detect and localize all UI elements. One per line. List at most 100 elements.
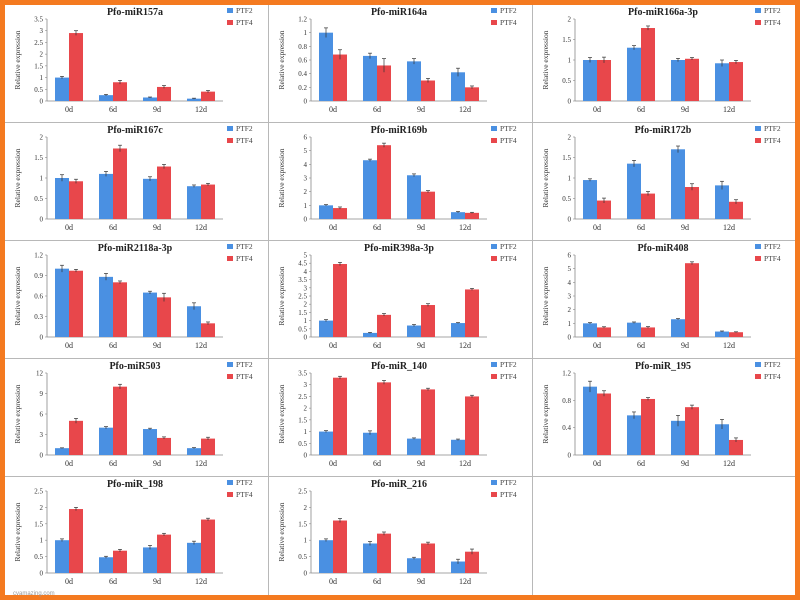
legend-label-ptf4: PTF4: [236, 372, 253, 381]
legend-label-ptf4: PTF4: [764, 18, 781, 27]
y-tick-label: 2: [304, 405, 308, 413]
x-tick-label: 0d: [593, 341, 601, 350]
legend-swatch-ptf4: [227, 492, 233, 497]
bar-ptf2-12d: [715, 424, 729, 455]
x-tick-label: 9d: [153, 577, 161, 586]
y-tick-label: 4.5: [298, 260, 307, 268]
chart-panel: Pfo-miR172b Relative expression 0 0.5 1 1.5 2 0…: [533, 123, 795, 241]
chart-svg: Pfo-miR_198 Relative expression 0 0.5 1 1.5 2 2…: [13, 478, 253, 586]
chart-svg: Pfo-miR166a-3p Relative expression 0 0.5 1 1.…: [541, 6, 781, 114]
y-tick-label: 1: [304, 202, 308, 210]
x-tick-label: 9d: [681, 105, 689, 114]
chart-svg: Pfo-miR398a-3p Relative expression 00.511.…: [277, 242, 517, 350]
chart-title: Pfo-miR169b: [371, 125, 428, 136]
chart-title: Pfo-miR408: [637, 243, 688, 254]
x-tick-label: 9d: [417, 341, 425, 350]
y-tick-label: 1.2: [298, 16, 307, 24]
chart-title: Pfo-miR_198: [107, 479, 163, 490]
x-tick-label: 6d: [109, 341, 117, 350]
bar-ptf2-0d: [583, 180, 597, 219]
chart-svg: Pfo-miR503 Relative expression 0 3 6 9 12 0d 6d 9…: [13, 360, 253, 468]
legend-label-ptf2: PTF2: [764, 360, 781, 369]
bar-ptf2-12d: [451, 212, 465, 219]
x-tick-label: 9d: [417, 105, 425, 114]
chart-svg: Pfo-miR_216 Relative expression 0 0.5 1 1.5 2 2…: [277, 478, 517, 586]
y-tick-label: 2: [568, 16, 572, 24]
x-tick-label: 0d: [329, 223, 337, 232]
bar-ptf2-9d: [407, 175, 421, 219]
legend-label-ptf2: PTF2: [236, 478, 253, 487]
y-tick-label: 3: [568, 293, 572, 301]
x-tick-label: 0d: [65, 459, 73, 468]
bar-ptf2-0d: [319, 540, 333, 573]
y-tick-label: 1: [40, 74, 44, 82]
y-axis-label: Relative expression: [541, 30, 550, 89]
bar-ptf2-12d: [187, 542, 201, 573]
legend-label-ptf2: PTF2: [500, 6, 517, 15]
bar-ptf4-0d: [69, 33, 83, 101]
bar-ptf4-9d: [157, 437, 171, 455]
x-tick-label: 0d: [65, 341, 73, 350]
legend-label-ptf4: PTF4: [500, 18, 517, 27]
bar-ptf2-6d: [627, 415, 641, 455]
y-tick-label: 0.5: [298, 325, 307, 333]
chart-panel: Pfo-miR503 Relative expression 0 3 6 9 12 0d 6d 9…: [5, 359, 267, 477]
bar-ptf2-6d: [627, 163, 641, 219]
x-tick-label: 6d: [637, 341, 645, 350]
y-axis-label: Relative expression: [13, 266, 22, 325]
y-tick-label: 5: [568, 265, 572, 273]
bar-ptf2-6d: [99, 95, 113, 101]
bar-ptf2-9d: [407, 325, 421, 337]
y-tick-label: 2: [568, 134, 572, 142]
x-tick-label: 0d: [593, 223, 601, 232]
chart-title: Pfo-miR_216: [371, 479, 427, 490]
bar-ptf4-0d: [69, 420, 83, 455]
legend-label-ptf4: PTF4: [236, 136, 253, 145]
bar-ptf4-0d: [597, 200, 611, 219]
y-tick-label: 0.3: [34, 313, 43, 321]
chart-title: Pfo-miR2118a-3p: [98, 243, 173, 254]
bar-ptf2-0d: [55, 178, 69, 219]
y-tick-label: 12: [36, 370, 44, 378]
chart-svg: Pfo-miR157a Relative expression 0 0.5 1 1.5 2 2…: [13, 6, 253, 114]
bar-ptf4-9d: [685, 263, 699, 337]
x-tick-label: 9d: [417, 223, 425, 232]
x-tick-label: 0d: [329, 577, 337, 586]
bar-ptf4-12d: [201, 323, 215, 337]
y-axis-label: Relative expression: [277, 148, 286, 207]
chart-panel: Pfo-miR169b Relative expression 0 1 2 3 4 5 6 0d 6…: [269, 123, 531, 241]
y-tick-label: 3: [304, 381, 308, 389]
bar-ptf2-12d: [187, 186, 201, 219]
x-tick-label: 9d: [153, 105, 161, 114]
x-tick-label: 9d: [681, 223, 689, 232]
x-tick-label: 6d: [373, 341, 381, 350]
x-tick-label: 0d: [329, 105, 337, 114]
chart-panel: Pfo-miR157a Relative expression 0 0.5 1 1.5 2 2…: [5, 5, 267, 123]
chart-title: Pfo-miR167c: [107, 125, 163, 136]
bar-ptf2-12d: [187, 98, 201, 101]
chart-panel: Pfo-miR408 Relative expression 0 1 2 3 4 5 6 0d 6d…: [533, 241, 795, 359]
y-tick-label: 0.9: [34, 272, 43, 280]
y-tick-label: 3: [40, 431, 44, 439]
x-tick-label: 12d: [459, 577, 471, 586]
chart-panel: Pfo-miR164a Relative expression 0 0.2 0.4 0.6…: [269, 5, 531, 123]
chart-title: Pfo-miR166a-3p: [628, 7, 698, 18]
y-tick-label: 3: [40, 27, 44, 35]
chart-panel: Pfo-miR398a-3p Relative expression 0 0.5 1 1.…: [269, 241, 531, 359]
y-tick-label: 1.5: [562, 154, 571, 162]
bar-ptf2-12d: [715, 63, 729, 101]
y-tick-label: 9: [40, 390, 44, 398]
bar-ptf2-12d: [187, 448, 201, 455]
y-tick-label: 0: [40, 334, 44, 342]
x-tick-label: 6d: [637, 105, 645, 114]
x-tick-label: 6d: [373, 223, 381, 232]
legend-swatch-ptf4: [491, 492, 497, 497]
chart-svg: Pfo-miR167c Relative expression 0 0.5 1 1.5 2 0…: [13, 124, 253, 232]
bar-ptf4-12d: [465, 87, 479, 101]
chart-svg: Pfo-miR_195 Relative expression 0 0.4 0.8 1.2…: [541, 360, 781, 468]
y-axis-label: Relative expression: [13, 30, 22, 89]
legend-swatch-ptf4: [755, 20, 761, 25]
legend-label-ptf2: PTF2: [764, 6, 781, 15]
y-tick-label: 0.2: [298, 84, 307, 92]
bar-ptf2-0d: [55, 77, 69, 101]
